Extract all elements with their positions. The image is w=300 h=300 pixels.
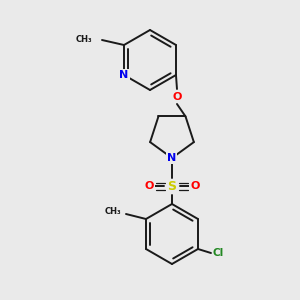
Text: CH₃: CH₃ xyxy=(75,34,92,43)
Text: CH₃: CH₃ xyxy=(104,208,121,217)
Text: O: O xyxy=(144,181,154,191)
Text: N: N xyxy=(167,153,177,163)
Text: Cl: Cl xyxy=(212,248,224,258)
Text: N: N xyxy=(119,70,129,80)
Text: S: S xyxy=(167,179,176,193)
Text: O: O xyxy=(172,92,182,102)
Text: O: O xyxy=(190,181,200,191)
